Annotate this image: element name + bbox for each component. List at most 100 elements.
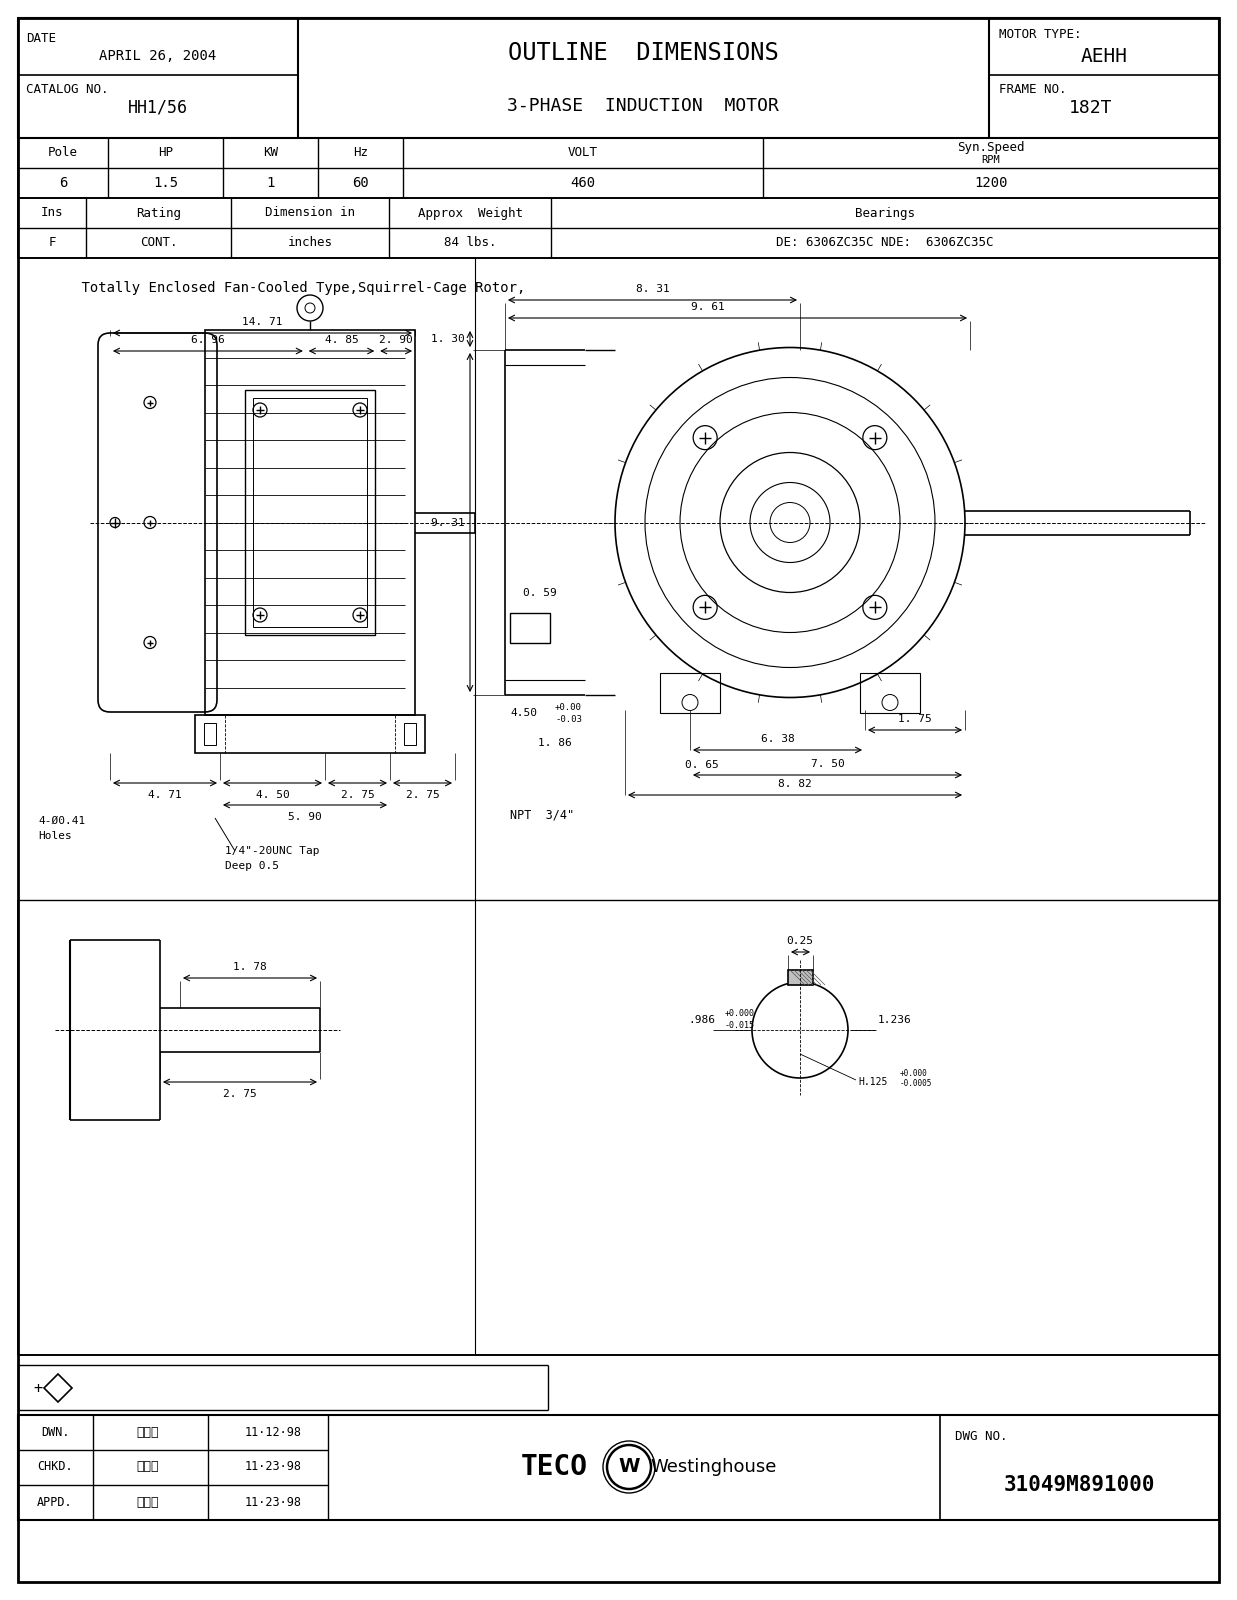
Text: -0.0005: -0.0005 (901, 1080, 933, 1088)
Text: 3-PHASE  INDUCTION  MOTOR: 3-PHASE INDUCTION MOTOR (507, 98, 779, 115)
Text: +0.000: +0.000 (901, 1069, 928, 1077)
Text: 1. 86: 1. 86 (538, 738, 571, 749)
Text: VOLT: VOLT (568, 147, 597, 160)
Text: 9. 61: 9. 61 (690, 302, 725, 312)
Text: W: W (618, 1458, 640, 1477)
Bar (788, 970, 813, 986)
Text: 4. 85: 4. 85 (324, 334, 359, 346)
Text: H.125: H.125 (858, 1077, 887, 1086)
Text: HP: HP (158, 147, 173, 160)
Text: 5. 90: 5. 90 (288, 813, 322, 822)
Text: Deep 0.5: Deep 0.5 (225, 861, 280, 870)
Text: Hz: Hz (353, 147, 367, 160)
Bar (510, 613, 550, 643)
Text: 1: 1 (266, 176, 275, 190)
Bar (860, 672, 920, 712)
Bar (661, 672, 720, 712)
Text: 11·23·98: 11·23·98 (245, 1496, 302, 1509)
Text: 1/4"-20UNC Tap: 1/4"-20UNC Tap (225, 846, 319, 856)
Text: 2. 75: 2. 75 (340, 790, 375, 800)
Text: DE: 6306ZC35C NDE:  6306ZC35C: DE: 6306ZC35C NDE: 6306ZC35C (777, 237, 993, 250)
Text: Approx  Weight: Approx Weight (418, 206, 522, 219)
Text: 2. 75: 2. 75 (406, 790, 439, 800)
Text: 0. 65: 0. 65 (685, 760, 719, 770)
Text: 0. 59: 0. 59 (523, 587, 557, 597)
Text: Syn.Speed: Syn.Speed (957, 141, 1024, 155)
Text: 14. 71: 14. 71 (242, 317, 283, 326)
Text: 羅清水: 羅清水 (137, 1461, 160, 1474)
Bar (19, 1414, 1218, 1520)
Text: 4. 71: 4. 71 (148, 790, 182, 800)
Text: DATE: DATE (26, 32, 56, 45)
Text: 2. 75: 2. 75 (223, 1090, 257, 1099)
Text: 1. 75: 1. 75 (898, 714, 931, 723)
Text: .986: .986 (688, 1014, 715, 1026)
Text: inches: inches (287, 237, 333, 250)
Text: FRAME NO.: FRAME NO. (999, 83, 1066, 96)
Bar (404, 723, 416, 746)
Text: +0.000: +0.000 (725, 1008, 755, 1018)
Text: CONT.: CONT. (140, 237, 177, 250)
Text: DWG NO.: DWG NO. (955, 1430, 1007, 1443)
Text: 9. 31: 9. 31 (432, 517, 465, 528)
Text: RPM: RPM (982, 155, 1001, 165)
Text: -0.03: -0.03 (555, 715, 581, 723)
Text: Dimension in: Dimension in (265, 206, 355, 219)
Text: AEHH: AEHH (1080, 46, 1127, 66)
Bar (245, 390, 375, 635)
Text: 6. 38: 6. 38 (761, 734, 794, 744)
Text: 0.25: 0.25 (787, 936, 814, 946)
Bar (195, 715, 426, 754)
Text: OUTLINE  DIMENSIONS: OUTLINE DIMENSIONS (507, 42, 778, 66)
Text: 1. 30: 1. 30 (432, 334, 465, 344)
Text: 11·12·98: 11·12·98 (245, 1426, 302, 1438)
Text: APPD.: APPD. (37, 1496, 73, 1509)
Text: CHKD.: CHKD. (37, 1461, 73, 1474)
Bar (19, 198, 1218, 258)
Text: Rating: Rating (136, 206, 181, 219)
Text: F: F (48, 237, 56, 250)
Text: Bearings: Bearings (855, 206, 915, 219)
Text: Ins: Ins (41, 206, 63, 219)
Text: 4. 50: 4. 50 (256, 790, 289, 800)
Text: 60: 60 (353, 176, 369, 190)
Text: 2. 90: 2. 90 (380, 334, 413, 346)
Text: Totally Enclosed Fan-Cooled Type,Squirrel-Cage Rotor,: Totally Enclosed Fan-Cooled Type,Squirre… (48, 282, 526, 294)
Text: Westinghouse: Westinghouse (651, 1458, 777, 1475)
Text: 6. 96: 6. 96 (190, 334, 225, 346)
Text: -0.015: -0.015 (725, 1021, 755, 1029)
Text: 8. 82: 8. 82 (778, 779, 811, 789)
Text: 7. 50: 7. 50 (810, 758, 845, 770)
Text: DWN.: DWN. (41, 1426, 69, 1438)
Text: 1.236: 1.236 (878, 1014, 912, 1026)
Bar (19, 138, 1218, 198)
Text: 6: 6 (59, 176, 67, 190)
Bar (204, 723, 216, 746)
Text: HH1/56: HH1/56 (127, 99, 188, 117)
Text: 1200: 1200 (975, 176, 1008, 190)
Text: KW: KW (263, 147, 278, 160)
Text: Pole: Pole (48, 147, 78, 160)
Bar (19, 18, 1218, 138)
Text: +: + (33, 1381, 42, 1395)
Text: 1. 78: 1. 78 (233, 962, 267, 971)
Text: 胡峰誠: 胡峰誠 (137, 1426, 160, 1438)
Text: NPT  3/4": NPT 3/4" (510, 808, 574, 821)
Text: Holes: Holes (38, 830, 72, 842)
Text: 31049M891000: 31049M891000 (1003, 1475, 1155, 1494)
Text: 460: 460 (570, 176, 595, 190)
Bar (254, 398, 367, 627)
Text: 84 lbs.: 84 lbs. (444, 237, 496, 250)
Text: CATALOG NO.: CATALOG NO. (26, 83, 109, 96)
Text: 182T: 182T (1069, 99, 1112, 117)
Text: 黃友伯: 黃友伯 (137, 1496, 160, 1509)
Text: APRIL 26, 2004: APRIL 26, 2004 (99, 50, 216, 62)
Bar (205, 330, 414, 715)
Text: 8. 31: 8. 31 (636, 285, 669, 294)
Text: 4-Ø0.41: 4-Ø0.41 (38, 816, 85, 826)
Text: 4.50: 4.50 (510, 707, 537, 718)
Text: MOTOR TYPE:: MOTOR TYPE: (999, 27, 1081, 42)
Text: 1.5: 1.5 (153, 176, 178, 190)
Text: 11·23·98: 11·23·98 (245, 1461, 302, 1474)
Text: TECO: TECO (521, 1453, 588, 1482)
